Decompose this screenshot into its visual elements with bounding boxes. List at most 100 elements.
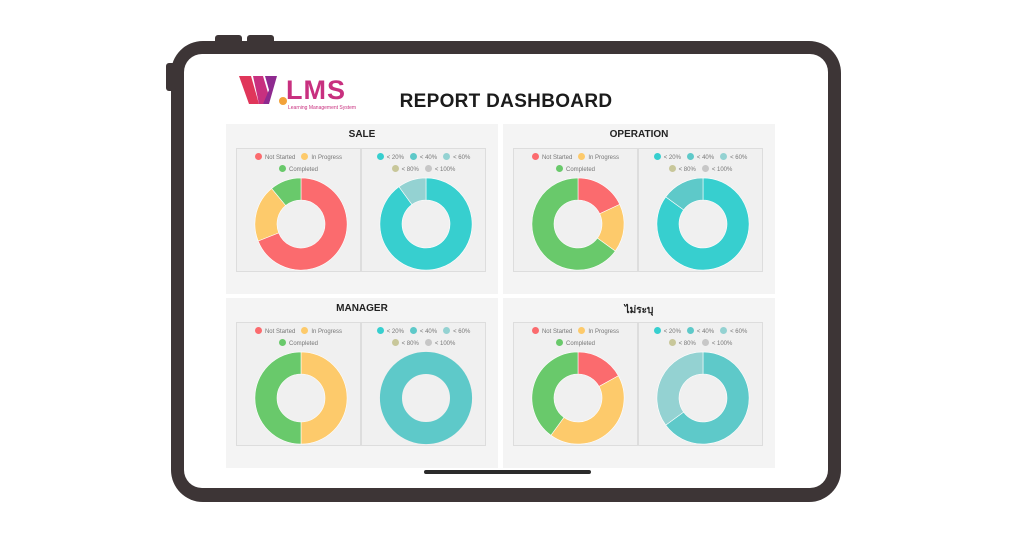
legend-label: In Progress [588,155,620,161]
lt20-slice[interactable] [656,177,750,271]
status-donut-chart[interactable] [253,176,349,272]
home-indicator[interactable] [424,470,591,474]
legend-item-lt100[interactable]: < 100% [424,164,455,176]
legend-item-lt100[interactable]: < 100% [701,164,732,176]
completed-swatch [278,165,286,172]
status-legend: Not Started In Progress Completed [237,326,360,350]
legend-item-completed[interactable]: Completed [278,164,318,176]
score-donut-chart[interactable] [378,350,474,446]
legend-label: < 40% [696,155,715,161]
legend-item-lt60[interactable]: < 60% [720,152,747,164]
legend-item-completed[interactable]: Completed [278,338,318,350]
legend-label: < 100% [711,341,733,347]
legend-item-lt20[interactable]: < 20% [376,152,404,164]
in-progress-slice[interactable] [300,351,348,445]
lt100-swatch [701,165,709,172]
lt80-swatch [668,339,676,346]
completed-swatch [278,339,286,346]
legend-item-lt40[interactable]: < 40% [686,152,715,164]
legend-item-lt60[interactable]: < 60% [443,152,470,164]
status-donut-chart[interactable] [530,350,626,446]
in-progress-swatch [301,153,309,160]
lt20-swatch [653,327,661,334]
lt60-slice[interactable] [398,177,427,205]
legend-item-lt40[interactable]: < 40% [686,326,714,338]
completed-slice[interactable] [271,177,302,206]
in-progress-swatch [578,327,586,334]
volume-down-button [247,35,274,45]
legend-item-not-started[interactable]: Not Started [254,326,296,338]
legend-label: < 20% [386,155,404,161]
legend-item-lt20[interactable]: < 20% [653,326,681,338]
legend-item-not-started[interactable]: Not Started [531,326,573,338]
completed-slice[interactable] [531,177,616,271]
legend-item-lt40[interactable]: < 40% [409,326,438,338]
panel-unspecified: ไม่ระบุ Not Started In Progress Completed … [503,298,775,468]
lt60-slice[interactable] [656,351,704,426]
lt40-slice[interactable] [379,351,473,445]
status-chart-card: Not Started In Progress Completed [513,148,638,272]
status-legend: Not Started In Progress Completed [514,152,637,176]
legend-item-in-progress[interactable]: In Progress [301,152,342,164]
legend-item-lt80[interactable]: < 80% [391,338,419,350]
completed-slice[interactable] [531,351,579,436]
status-donut-chart[interactable] [530,176,626,272]
lms-logo[interactable]: LMS Learning Management System [239,74,364,114]
legend-label: < 100% [434,341,456,347]
legend-item-in-progress[interactable]: In Progress [578,152,619,164]
volume-up-button [215,35,242,45]
completed-slice[interactable] [254,351,302,445]
score-donut-chart[interactable] [378,176,474,272]
legend-item-in-progress[interactable]: In Progress [301,326,342,338]
in-progress-slice[interactable] [550,375,625,445]
lt80-swatch [391,165,399,172]
lt60-swatch [443,327,451,334]
legend-label: Not Started [541,329,573,335]
legend-item-lt80[interactable]: < 80% [668,164,696,176]
legend-label: Not Started [264,155,296,161]
legend-label: In Progress [311,155,343,161]
lt80-swatch [391,339,399,346]
legend-item-lt100[interactable]: < 100% [701,338,733,350]
legend-item-lt20[interactable]: < 20% [376,326,404,338]
lt40-swatch [686,153,694,160]
logo-subtitle: Learning Management System [288,105,357,111]
legend-label: < 20% [386,329,404,335]
score-donut-chart[interactable] [655,176,751,272]
tablet-screen: LMS Learning Management System REPORT DA… [184,54,828,488]
legend-item-lt60[interactable]: < 60% [443,326,470,338]
legend-item-lt80[interactable]: < 80% [668,338,696,350]
score-donut-chart[interactable] [655,350,751,446]
legend-item-lt60[interactable]: < 60% [720,326,747,338]
legend-item-in-progress[interactable]: In Progress [578,326,619,338]
legend-label: < 20% [663,329,681,335]
status-donut-chart[interactable] [253,350,349,446]
legend-label: Completed [288,341,318,347]
legend-label: < 60% [730,155,748,161]
lt60-swatch [443,153,451,160]
lt20-slice[interactable] [379,177,473,271]
legend-label: Not Started [264,329,296,335]
legend-item-completed[interactable]: Completed [555,164,595,176]
legend-item-lt40[interactable]: < 40% [409,152,437,164]
in-progress-swatch [578,153,586,160]
legend-label: < 40% [419,329,438,335]
lt40-slice[interactable] [665,177,704,211]
lt40-slice[interactable] [665,351,750,445]
in-progress-swatch [301,327,309,334]
legend-label: < 80% [678,341,696,347]
lt100-swatch [424,339,432,346]
panel-title: SALE [348,129,376,140]
legend-item-lt20[interactable]: < 20% [653,152,681,164]
legend-item-completed[interactable]: Completed [555,338,595,350]
score-chart-card: < 20% < 40% < 60% < 80% < 100% [638,322,763,446]
legend-item-lt80[interactable]: < 80% [391,164,419,176]
completed-swatch [555,165,563,172]
legend-item-not-started[interactable]: Not Started [531,152,572,164]
legend-item-lt100[interactable]: < 100% [424,338,456,350]
status-chart-card: Not Started In Progress Completed [236,148,361,272]
lt60-swatch [720,327,728,334]
legend-item-not-started[interactable]: Not Started [254,152,296,164]
not-started-slice[interactable] [257,177,348,271]
not-started-swatch [531,153,539,160]
